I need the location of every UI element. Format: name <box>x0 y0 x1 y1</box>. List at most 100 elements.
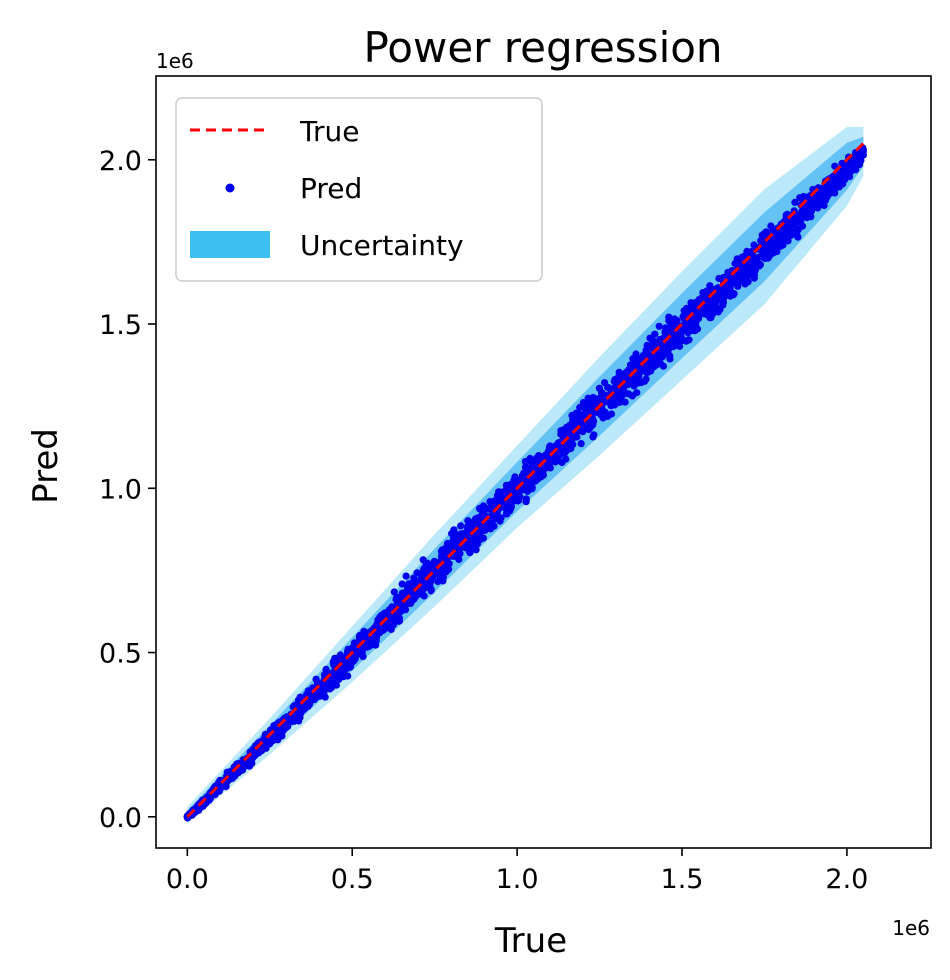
pred-point <box>831 189 839 197</box>
pred-point <box>473 540 481 548</box>
pred-point <box>859 146 868 154</box>
pred-point <box>382 609 390 617</box>
pred-point <box>807 213 815 221</box>
pred-point <box>633 389 641 397</box>
pred-point <box>843 166 851 174</box>
pred-point <box>457 522 465 530</box>
pred-point <box>565 441 573 449</box>
pred-point <box>566 421 574 430</box>
pred-point <box>727 277 736 285</box>
pred-point <box>427 586 435 594</box>
pred-point <box>465 520 473 529</box>
pred-point <box>417 576 425 584</box>
pred-point <box>666 355 674 363</box>
pred-point <box>278 732 286 740</box>
pred-point <box>332 681 340 689</box>
pred-point <box>656 335 664 344</box>
pred-point <box>651 330 659 338</box>
pred-point <box>798 222 807 230</box>
pred-point <box>350 639 358 647</box>
pred-point <box>615 375 624 383</box>
pred-point <box>851 159 859 167</box>
pred-point <box>579 399 588 407</box>
pred-point <box>373 620 381 628</box>
pred-point <box>392 595 400 604</box>
pred-point <box>476 504 484 512</box>
pred-point <box>339 668 347 676</box>
y-tick-label: 0.5 <box>99 639 142 670</box>
pred-point <box>573 411 581 420</box>
pred-point <box>656 351 664 359</box>
pred-point <box>791 198 799 206</box>
pred-point <box>589 393 597 402</box>
pred-point <box>249 750 257 759</box>
pred-point <box>688 302 696 310</box>
pred-point <box>450 526 458 534</box>
pred-point <box>684 318 692 326</box>
pred-point <box>794 233 802 241</box>
pred-point <box>685 336 693 344</box>
pred-point <box>599 407 608 415</box>
y-tick-label: 2.0 <box>99 146 142 177</box>
pred-point <box>260 735 268 744</box>
pred-point <box>646 334 654 342</box>
pred-point <box>745 271 754 279</box>
pred-point <box>630 380 638 388</box>
pred-point <box>612 386 620 394</box>
chart-title: Power regression <box>363 23 722 72</box>
pred-point <box>765 252 773 260</box>
pred-point <box>523 464 532 472</box>
pred-point <box>625 390 633 398</box>
pred-point <box>576 403 584 412</box>
pred-point <box>518 471 527 480</box>
pred-point <box>515 496 523 505</box>
legend-uncertainty-swatch <box>190 231 270 258</box>
y-axis-label: Pred <box>26 428 66 504</box>
pred-point <box>728 289 737 297</box>
plot-frame <box>155 75 932 849</box>
pred-point <box>744 278 752 286</box>
pred-point <box>216 782 224 790</box>
pred-point <box>466 549 474 557</box>
pred-point <box>647 367 655 375</box>
pred-point <box>553 456 561 464</box>
pred-point <box>590 431 598 439</box>
x-tick-label: 0.5 <box>331 864 374 895</box>
pred-point <box>629 355 637 363</box>
y-offset-text: 1e6 <box>156 49 194 73</box>
pred-point <box>602 398 611 406</box>
pred-point <box>354 650 362 658</box>
pred-point <box>750 265 758 273</box>
pred-point <box>502 481 510 489</box>
pred-point <box>656 359 665 367</box>
pred-point <box>607 410 616 418</box>
pred-point <box>336 651 344 659</box>
pred-point <box>438 546 446 554</box>
pred-point <box>711 306 720 314</box>
pred-point <box>579 428 587 436</box>
pred-point <box>398 580 406 588</box>
pred-point <box>427 577 435 585</box>
legend-pred-label: Pred <box>300 172 362 205</box>
pred-point <box>777 228 785 236</box>
pred-point <box>793 215 802 223</box>
pred-point <box>321 693 329 701</box>
pred-point <box>786 232 795 240</box>
x-offset-text: 1e6 <box>892 916 930 940</box>
pred-point <box>734 272 742 280</box>
pred-point <box>497 488 505 496</box>
pred-point <box>605 384 613 392</box>
pred-point <box>390 616 398 624</box>
pred-point <box>810 198 818 207</box>
pred-point <box>706 314 714 322</box>
pred-point <box>617 392 626 400</box>
x-axis-label: True <box>494 921 567 961</box>
pred-point <box>666 317 674 325</box>
legend-uncertainty-label: Uncertainty <box>300 229 464 262</box>
pred-point <box>695 296 703 304</box>
pred-point <box>273 730 281 738</box>
pred-point <box>416 589 424 597</box>
pred-point <box>665 345 673 353</box>
pred-point <box>608 397 616 405</box>
